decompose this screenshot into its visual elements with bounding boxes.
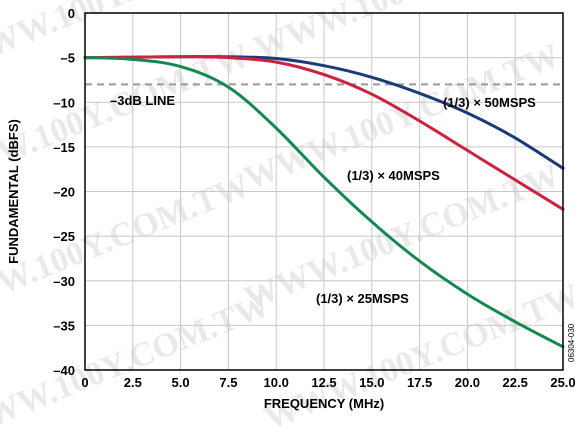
watermark-text: WWW.100Y.COM.TW xyxy=(259,277,578,437)
y-tick-label: –35 xyxy=(53,318,75,333)
series-line-40msps xyxy=(83,55,565,211)
x-tick-label: 10.0 xyxy=(264,375,289,390)
reference-line-label: –3dB LINE xyxy=(110,93,175,108)
watermark-text: WWW.100Y.COM.TW xyxy=(0,37,255,197)
x-tick-label: 25.0 xyxy=(550,375,575,390)
y-tick-label: –30 xyxy=(53,274,75,289)
x-tick-label: 5.0 xyxy=(172,375,190,390)
y-tick-label: –25 xyxy=(53,229,75,244)
y-tick-label: –10 xyxy=(53,95,75,110)
x-axis-title: FREQUENCY (MHz) xyxy=(264,396,384,411)
series-lines xyxy=(83,55,565,349)
x-tick-label: 15.0 xyxy=(359,375,384,390)
figure-id: 06304-030 xyxy=(567,323,576,362)
x-tick-label: 12.5 xyxy=(311,375,336,390)
y-tick-label: –20 xyxy=(53,185,75,200)
y-tick-label: –5 xyxy=(61,51,75,66)
y-tick-label: –15 xyxy=(53,140,75,155)
y-tick-label: –40 xyxy=(53,363,75,378)
x-tick-label: 0 xyxy=(81,375,88,390)
watermark-text: WWW.100Y.COM.TW xyxy=(0,287,275,444)
x-tick-label: 17.5 xyxy=(407,375,432,390)
x-tick-label: 2.5 xyxy=(124,375,142,390)
series-line-25msps xyxy=(83,56,565,349)
y-tick-labels: 0 –5 –10 –15 –20 –25 –30 –35 –40 xyxy=(53,6,75,378)
x-tick-label: 22.5 xyxy=(503,375,528,390)
x-tick-label: 7.5 xyxy=(219,375,237,390)
x-tick-labels: 0 2.5 5.0 7.5 10.0 12.5 15.0 17.5 20.0 22.5 25.0 xyxy=(81,375,575,390)
y-axis-title: FUNDAMENTAL (dBFS) xyxy=(6,119,21,264)
y-tick-label: 0 xyxy=(68,6,75,21)
x-tick-label: 20.0 xyxy=(455,375,480,390)
plot-frame xyxy=(84,12,564,371)
series-label-40msps: (1/3) × 40MSPS xyxy=(347,168,440,183)
series-label-25msps: (1/3) × 25MSPS xyxy=(316,291,409,306)
series-label-50msps: (1/3) × 50MSPS xyxy=(443,95,536,110)
